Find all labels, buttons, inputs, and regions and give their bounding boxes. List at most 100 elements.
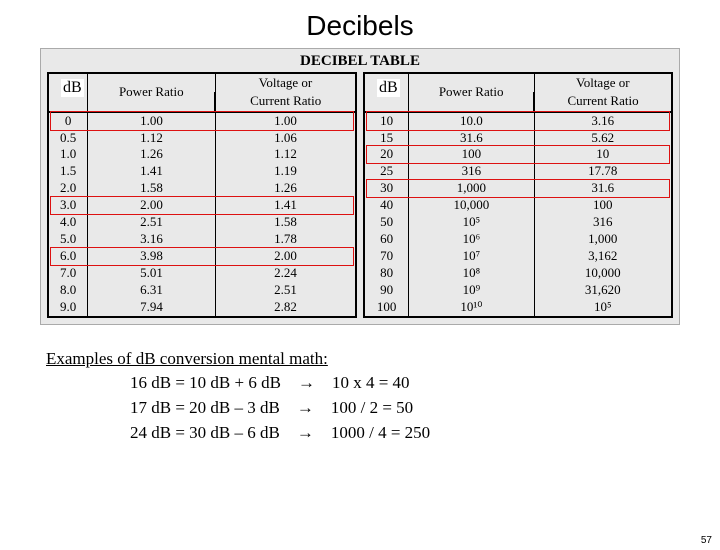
cell-power: 100 (409, 146, 534, 163)
cell-db: 90 (364, 282, 409, 299)
cell-voltage: 1.12 (215, 146, 356, 163)
cell-voltage: 100 (534, 197, 672, 214)
cell-power: 3.16 (88, 231, 216, 248)
cell-power: 10⁷ (409, 248, 534, 265)
table-row: 2531617.78 (364, 163, 672, 180)
decibel-table-container: DECIBEL TABLE Power RatioVoltage orCurre… (40, 48, 680, 325)
cell-voltage: 31,620 (534, 282, 672, 299)
table-panel-left: Power RatioVoltage orCurrent Ratio01.001… (47, 72, 357, 318)
table-row: 3.02.001.41 (48, 197, 356, 214)
examples-heading: Examples of dB conversion mental math: (46, 349, 328, 368)
cell-power: 316 (409, 163, 534, 180)
cell-db: 7.0 (48, 265, 88, 282)
examples-block: Examples of dB conversion mental math: 1… (46, 347, 720, 446)
cell-db: 9.0 (48, 299, 88, 317)
cell-voltage: 2.82 (215, 299, 356, 317)
cell-db: 8.0 (48, 282, 88, 299)
decibel-table-left: Power RatioVoltage orCurrent Ratio01.001… (47, 72, 357, 318)
table-row: 1.01.261.12 (48, 146, 356, 163)
col-voltage-1: Voltage or (215, 73, 356, 92)
db-header-overlay-right: dB (377, 79, 400, 97)
cell-db: 6.0 (48, 248, 88, 265)
page-title: Decibels (0, 10, 720, 42)
table-row: 5.03.161.78 (48, 231, 356, 248)
cell-db: 30 (364, 180, 409, 197)
table-row: 6010⁶1,000 (364, 231, 672, 248)
cell-voltage: 1.41 (215, 197, 356, 214)
cell-power: 10,000 (409, 197, 534, 214)
cell-voltage: 10⁵ (534, 299, 672, 317)
cell-power: 10¹⁰ (409, 299, 534, 317)
cell-power: 1.41 (88, 163, 216, 180)
table-row: 301,00031.6 (364, 180, 672, 197)
cell-db: 50 (364, 214, 409, 231)
cell-db: 0 (48, 112, 88, 130)
table-row: 2010010 (364, 146, 672, 163)
cell-voltage: 17.78 (534, 163, 672, 180)
cell-power: 10⁹ (409, 282, 534, 299)
table-row: 1010.03.16 (364, 112, 672, 130)
table-row: 4.02.511.58 (48, 214, 356, 231)
cell-power: 1.00 (88, 112, 216, 130)
cell-db: 1.0 (48, 146, 88, 163)
cell-voltage: 10,000 (534, 265, 672, 282)
cell-voltage: 10 (534, 146, 672, 163)
cell-db: 25 (364, 163, 409, 180)
cell-voltage: 3.16 (534, 112, 672, 130)
cell-voltage: 1.06 (215, 130, 356, 147)
cell-power: 10⁵ (409, 214, 534, 231)
cell-power: 1.26 (88, 146, 216, 163)
cell-voltage: 1.78 (215, 231, 356, 248)
table-row: 1.51.411.19 (48, 163, 356, 180)
cell-voltage: 2.51 (215, 282, 356, 299)
cell-power: 31.6 (409, 130, 534, 147)
cell-voltage: 2.24 (215, 265, 356, 282)
cell-power: 7.94 (88, 299, 216, 317)
cell-voltage: 1.19 (215, 163, 356, 180)
cell-power: 2.00 (88, 197, 216, 214)
table-row: 5010⁵316 (364, 214, 672, 231)
col-power: Power Ratio (409, 73, 534, 112)
cell-db: 100 (364, 299, 409, 317)
cell-db: 5.0 (48, 231, 88, 248)
cell-db: 15 (364, 130, 409, 147)
col-power: Power Ratio (88, 73, 216, 112)
cell-db: 40 (364, 197, 409, 214)
table-title: DECIBEL TABLE (47, 53, 673, 70)
decibel-table-right: Power RatioVoltage orCurrent Ratio1010.0… (363, 72, 673, 318)
table-row: 7010⁷3,162 (364, 248, 672, 265)
cell-voltage: 1.58 (215, 214, 356, 231)
cell-power: 10.0 (409, 112, 534, 130)
table-row: 1531.65.62 (364, 130, 672, 147)
table-row: 01.001.00 (48, 112, 356, 130)
db-header-overlay-left: dB (61, 79, 84, 97)
cell-voltage: 1.26 (215, 180, 356, 197)
cell-voltage: 1.00 (215, 112, 356, 130)
cell-power: 1.58 (88, 180, 216, 197)
cell-db: 3.0 (48, 197, 88, 214)
table-row: 10010¹⁰10⁵ (364, 299, 672, 317)
table-row: 9.07.942.82 (48, 299, 356, 317)
cell-db: 20 (364, 146, 409, 163)
example-line: 24 dB = 30 dB – 6 dB → 1000 / 4 = 250 (130, 421, 720, 446)
table-row: 8010⁸10,000 (364, 265, 672, 282)
cell-db: 1.5 (48, 163, 88, 180)
cell-voltage: 316 (534, 214, 672, 231)
cell-power: 6.31 (88, 282, 216, 299)
cell-voltage: 3,162 (534, 248, 672, 265)
example-line: 16 dB = 10 dB + 6 dB → 10 x 4 = 40 (130, 371, 720, 396)
col-voltage-2: Current Ratio (215, 92, 356, 111)
cell-power: 2.51 (88, 214, 216, 231)
table-row: 6.03.982.00 (48, 248, 356, 265)
cell-voltage: 31.6 (534, 180, 672, 197)
cell-power: 5.01 (88, 265, 216, 282)
cell-db: 4.0 (48, 214, 88, 231)
cell-db: 0.5 (48, 130, 88, 147)
cell-power: 3.98 (88, 248, 216, 265)
cell-db: 70 (364, 248, 409, 265)
table-row: 7.05.012.24 (48, 265, 356, 282)
table-row: 8.06.312.51 (48, 282, 356, 299)
cell-voltage: 1,000 (534, 231, 672, 248)
cell-power: 1,000 (409, 180, 534, 197)
cell-db: 10 (364, 112, 409, 130)
